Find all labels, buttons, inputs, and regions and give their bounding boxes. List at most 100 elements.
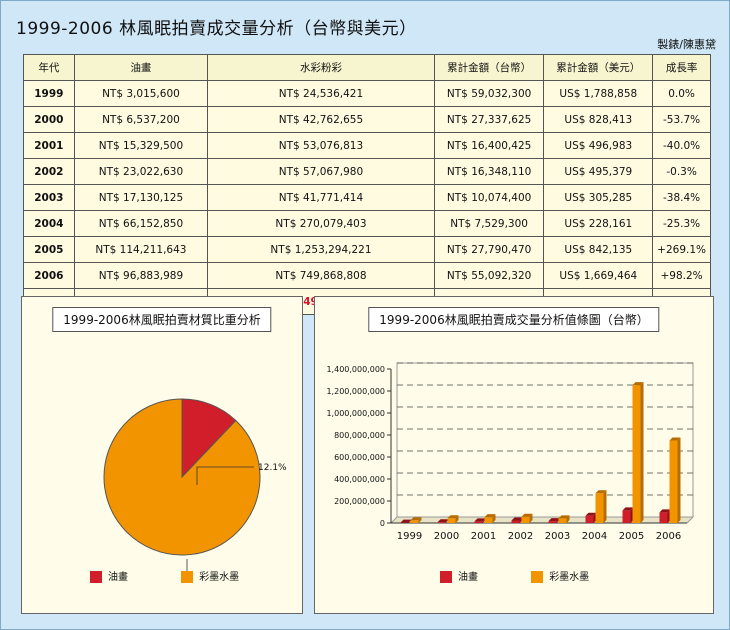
bar-oil xyxy=(437,522,446,523)
cell-growth: -53.7% xyxy=(652,106,711,133)
x-tick-label: 2004 xyxy=(582,531,607,542)
cell-total-usd: US$ 1,788,858 xyxy=(543,80,654,107)
x-tick-label: 2006 xyxy=(656,531,681,542)
legend-label-oil: 油畫 xyxy=(108,572,128,583)
cell-year: 2002 xyxy=(23,158,75,185)
bar-side-water xyxy=(492,514,496,523)
legend-swatch-oil xyxy=(90,571,102,583)
pie-label-leader xyxy=(186,559,188,577)
bar-top-oil xyxy=(622,507,634,511)
y-tick-label: 1,400,000,000 xyxy=(326,365,385,374)
cell-oil: NT$ 96,883,989 xyxy=(73,262,209,289)
bar-side-water xyxy=(640,382,644,523)
cell-total-usd: US$ 842,135 xyxy=(543,236,654,263)
bar-side-water xyxy=(677,437,681,523)
bar-top-water xyxy=(669,437,681,441)
cell-total-usd: US$ 1,669,464 xyxy=(543,262,654,289)
bar-side-water xyxy=(529,513,533,523)
col-header-total-twd: 累計金額（台幣） xyxy=(433,54,545,81)
x-tick-label: 2003 xyxy=(545,531,570,542)
table-row: 1999 NT$ 3,015,600 NT$ 24,536,421 NT$ 59,03… xyxy=(23,80,711,107)
table-row: 2003 NT$ 17,130,125 NT$ 41,771,414 NT$ 10,0… xyxy=(23,184,711,211)
legend-item-oil-bar: 油畫 xyxy=(440,568,478,583)
cell-total-twd: NT$ 59,032,300 xyxy=(433,80,545,107)
pie-label-leader xyxy=(196,466,254,485)
plot-floor xyxy=(389,516,695,524)
y-tick-label: 200,000,000 xyxy=(334,497,385,506)
cell-year: 2001 xyxy=(23,132,75,159)
bar-top-water xyxy=(484,514,496,518)
cell-growth: 0.0% xyxy=(652,80,711,107)
pie-slice xyxy=(181,398,237,479)
pie-legend: 油畫 彩墨水墨 xyxy=(90,568,289,583)
cell-year: 2005 xyxy=(23,236,75,263)
bar-top-water xyxy=(410,517,422,521)
table-header-row: 年代 油畫 水彩粉彩 累計金額（台幣） 累計金額（美元） 成長率 xyxy=(23,54,711,81)
y-tick-label: 0 xyxy=(380,519,385,528)
table-row: 2000 NT$ 6,537,200 NT$ 42,762,655 NT$ 27,33… xyxy=(23,106,711,133)
bar-top-water xyxy=(595,490,607,494)
cell-total-twd: NT$ 55,092,320 xyxy=(433,262,545,289)
bar-chart-panel: 1999-2006林風眠拍賣成交量分析值條圖（台幣） 0 200,000,000 4… xyxy=(314,296,714,614)
legend-item-oil: 油畫 xyxy=(90,568,128,583)
bar-top-oil xyxy=(511,517,523,521)
cell-growth: +98.2% xyxy=(652,262,711,289)
bar-water xyxy=(521,516,530,523)
cell-watercolor: NT$ 57,067,980 xyxy=(207,158,435,185)
x-tick-label: 2000 xyxy=(434,531,459,542)
bar-top-oil xyxy=(659,509,671,513)
cell-watercolor: NT$ 24,536,421 xyxy=(207,80,435,107)
bar-legend: 油畫 彩墨水墨 xyxy=(440,568,639,583)
bar-water xyxy=(484,517,493,523)
cell-watercolor: NT$ 42,762,655 xyxy=(207,106,435,133)
cell-total-twd: NT$ 10,074,400 xyxy=(433,184,545,211)
cell-watercolor: NT$ 53,076,813 xyxy=(207,132,435,159)
cell-year: 1999 xyxy=(23,80,75,107)
cell-watercolor: NT$ 41,771,414 xyxy=(207,184,435,211)
plot-area xyxy=(396,362,694,518)
cell-total-twd: NT$ 27,337,625 xyxy=(433,106,545,133)
bar-oil xyxy=(622,510,631,523)
bar-top-water xyxy=(558,515,570,519)
y-tick-label: 600,000,000 xyxy=(334,453,385,462)
y-tick-label: 400,000,000 xyxy=(334,475,385,484)
legend-swatch-water xyxy=(181,571,194,583)
cell-total-usd: US$ 496,983 xyxy=(543,132,654,159)
cell-oil: NT$ 3,015,600 xyxy=(73,80,209,107)
cell-oil: NT$ 6,537,200 xyxy=(73,106,209,133)
col-header-watercolor: 水彩粉彩 xyxy=(207,54,435,81)
cell-total-usd: US$ 228,161 xyxy=(543,210,654,237)
bar-side-water xyxy=(455,515,459,523)
x-tick-label: 1999 xyxy=(397,531,422,542)
y-tick-label: 1,200,000,000 xyxy=(326,387,385,396)
page-title: 1999-2006 林風眠拍賣成交量分析（台幣與美元） xyxy=(16,19,417,39)
bar-top-oil xyxy=(437,519,449,523)
legend-item-water: 彩墨水墨 xyxy=(181,568,239,583)
bar-water xyxy=(558,518,567,523)
cell-growth: -40.0% xyxy=(652,132,711,159)
bar-water xyxy=(595,493,604,523)
cell-watercolor: NT$ 270,079,403 xyxy=(207,210,435,237)
legend-swatch-water-bar xyxy=(531,571,544,583)
bar-oil xyxy=(659,512,668,523)
cell-oil: NT$ 114,211,643 xyxy=(73,236,209,263)
cell-watercolor: NT$ 1,253,294,221 xyxy=(207,236,435,263)
legend-label-water-bar: 彩墨水墨 xyxy=(549,572,590,583)
bar-water xyxy=(669,440,678,523)
bar-side-water xyxy=(566,515,570,523)
cell-total-twd: NT$ 16,400,425 xyxy=(433,132,545,159)
cell-total-usd: US$ 305,285 xyxy=(543,184,654,211)
cell-year: 2006 xyxy=(23,262,75,289)
cell-oil: NT$ 17,130,125 xyxy=(73,184,209,211)
cell-watercolor: NT$ 749,868,808 xyxy=(207,262,435,289)
table-row: 2004 NT$ 66,152,850 NT$ 270,079,403 NT$ 7,5… xyxy=(23,210,711,237)
bar-top-oil xyxy=(548,518,560,522)
cell-growth: -0.3% xyxy=(652,158,711,185)
bar-top-water xyxy=(521,513,533,517)
bar-water xyxy=(410,520,419,523)
y-tick-label: 1,000,000,000 xyxy=(326,409,385,418)
bar-oil xyxy=(474,521,483,523)
bar-side-water xyxy=(418,517,422,523)
cell-total-twd: NT$ 7,529,300 xyxy=(433,210,545,237)
bar-oil xyxy=(511,520,520,523)
